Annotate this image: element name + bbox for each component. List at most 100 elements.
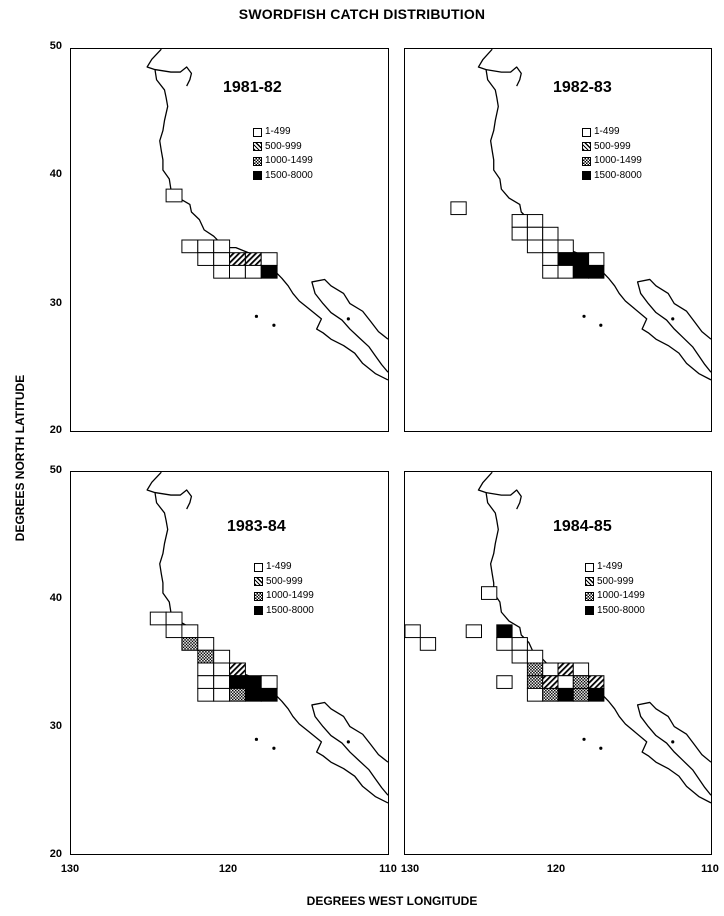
x-tick-label: 130 bbox=[60, 863, 80, 875]
catch-cell bbox=[542, 239, 559, 254]
legend-item: 1-499 bbox=[254, 560, 314, 575]
legend: 1-499 500-999 1000-1499 1500-8000 bbox=[582, 125, 642, 183]
island-mark bbox=[346, 317, 350, 321]
legend-item: 500-999 bbox=[582, 140, 642, 155]
catch-cell bbox=[197, 649, 215, 664]
legend-item: 1500-8000 bbox=[254, 604, 314, 619]
catch-cell bbox=[481, 586, 498, 600]
x-tick-label: 120 bbox=[546, 863, 566, 875]
catch-cell bbox=[526, 675, 544, 689]
legend-item: 1-499 bbox=[253, 125, 313, 140]
coastline-map bbox=[405, 472, 711, 804]
hatched-square-icon bbox=[253, 142, 262, 152]
y-tick-label: 40 bbox=[49, 592, 62, 604]
catch-cell bbox=[213, 675, 231, 689]
x-tick-label: 120 bbox=[218, 863, 238, 875]
legend-item: 1000-1499 bbox=[254, 589, 314, 604]
catch-cell bbox=[572, 662, 590, 677]
legend-label: 1000-1499 bbox=[265, 155, 313, 166]
catch-cell bbox=[244, 675, 262, 689]
catch-cell bbox=[465, 624, 482, 639]
solid-square-icon bbox=[582, 171, 591, 181]
catch-cell bbox=[244, 252, 262, 266]
catch-cell bbox=[165, 624, 183, 639]
catch-cell bbox=[244, 687, 262, 702]
legend-item: 1-499 bbox=[585, 560, 645, 575]
catch-cell bbox=[526, 226, 544, 241]
solid-square-icon bbox=[253, 171, 262, 181]
legend-label: 500-999 bbox=[265, 140, 302, 152]
catch-cell bbox=[588, 264, 605, 279]
coastline-map bbox=[146, 472, 388, 804]
catch-cell bbox=[557, 687, 574, 702]
figure-title: SWORDFISH CATCH DISTRIBUTION bbox=[238, 6, 486, 22]
catch-cell bbox=[197, 252, 215, 266]
legend-label: 1-499 bbox=[597, 561, 623, 572]
gulf-coastline bbox=[311, 701, 388, 796]
catch-cell bbox=[588, 675, 605, 689]
catch-cell bbox=[542, 687, 559, 702]
catch-cell bbox=[197, 687, 215, 702]
catch-cell bbox=[557, 252, 574, 266]
catch-cell bbox=[496, 624, 513, 639]
map-panel: 1984-85 1-499 500-999 1000-1499 1500-800… bbox=[404, 471, 712, 855]
map-panel: 1983-84 1-499 500-999 1000-1499 1500-800… bbox=[70, 471, 389, 855]
catch-cell bbox=[496, 637, 513, 651]
catch-cell bbox=[197, 637, 215, 651]
legend-item: 1500-8000 bbox=[253, 169, 313, 184]
island-mark bbox=[582, 314, 586, 318]
catch-cell bbox=[542, 675, 559, 689]
island-mark bbox=[671, 740, 675, 744]
catch-cell bbox=[181, 624, 199, 639]
catch-cell bbox=[511, 649, 528, 664]
catch-cell bbox=[165, 188, 183, 203]
catch-cell bbox=[572, 264, 590, 279]
coastline-map bbox=[146, 49, 388, 381]
catch-cell bbox=[260, 252, 278, 266]
catch-cell bbox=[419, 637, 437, 651]
catch-cell bbox=[260, 264, 278, 279]
catch-cell bbox=[526, 214, 544, 228]
catch-cell bbox=[213, 662, 231, 677]
map-panel: 1981-82 1-499 500-999 1000-1499 1500-800… bbox=[70, 48, 389, 432]
legend-label: 500-999 bbox=[597, 575, 634, 587]
open-square-icon bbox=[585, 562, 594, 572]
legend: 1-499 500-999 1000-1499 1500-8000 bbox=[253, 125, 313, 183]
y-tick-label: 40 bbox=[49, 168, 62, 180]
legend-label: 500-999 bbox=[266, 575, 303, 587]
catch-cell bbox=[572, 687, 590, 702]
catch-cell bbox=[213, 687, 231, 702]
catch-cell bbox=[213, 649, 231, 664]
legend-item: 1000-1499 bbox=[253, 154, 313, 169]
y-tick-label: 20 bbox=[49, 848, 62, 860]
catch-cell bbox=[588, 252, 605, 266]
sound-coastline bbox=[485, 66, 522, 87]
catch-cell bbox=[229, 675, 246, 689]
catch-cell bbox=[557, 662, 574, 677]
catch-cell bbox=[526, 649, 544, 664]
catch-cell bbox=[149, 611, 167, 626]
legend-label: 1-499 bbox=[266, 561, 292, 572]
legend-item: 500-999 bbox=[253, 140, 313, 155]
x-tick-label: 110 bbox=[701, 863, 719, 875]
sound-coastline bbox=[485, 489, 522, 510]
catch-cell bbox=[526, 662, 544, 677]
season-label: 1983-84 bbox=[227, 518, 286, 535]
catch-cell bbox=[542, 264, 559, 279]
open-square-icon bbox=[254, 562, 263, 572]
legend: 1-499 500-999 1000-1499 1500-8000 bbox=[254, 560, 314, 618]
y-axis-label: DEGREES NORTH LATITUDE bbox=[13, 374, 27, 542]
checkered-square-icon bbox=[253, 156, 262, 166]
sound-coastline bbox=[154, 489, 193, 510]
hatched-square-icon bbox=[582, 142, 591, 152]
catch-cell bbox=[197, 675, 215, 689]
legend-label: 1-499 bbox=[594, 126, 620, 137]
catch-cell bbox=[572, 675, 590, 689]
legend-label: 1500-8000 bbox=[597, 604, 645, 616]
catch-cell bbox=[557, 675, 574, 689]
y-tick-label: 30 bbox=[49, 720, 62, 732]
catch-cell bbox=[572, 252, 590, 266]
island-mark bbox=[582, 737, 586, 741]
legend-label: 1000-1499 bbox=[597, 590, 645, 601]
coastline bbox=[477, 472, 711, 804]
